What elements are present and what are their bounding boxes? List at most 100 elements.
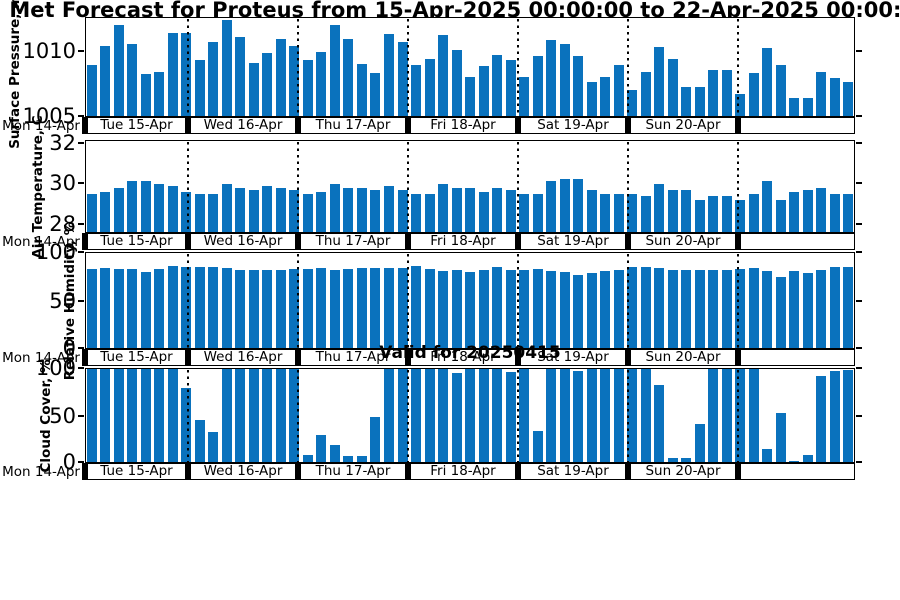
day-separator: [735, 117, 741, 134]
surface-pressure-bar: [194, 59, 205, 116]
surface-pressure-bar: [221, 19, 232, 116]
cloud-cover-bar: [681, 458, 692, 463]
relative-humidity-bar: [519, 269, 529, 348]
surface-pressure-bar: [181, 32, 192, 116]
surface-pressure-bar: [802, 97, 813, 116]
air-temperature-bar: [532, 193, 543, 232]
relative-humidity-bar: [640, 266, 651, 348]
surface-pressure-bar: [154, 71, 165, 116]
cloud-cover-bar: [397, 369, 408, 462]
surface-pressure-bar: [478, 66, 489, 116]
day-separator: [185, 117, 191, 134]
air-temperature-bar: [492, 187, 502, 232]
air-temperature-bar: [154, 183, 165, 232]
y-tick: [78, 367, 84, 369]
day-label: Thu 17-Apr: [315, 233, 391, 249]
surface-pressure-bar: [640, 71, 651, 116]
surface-pressure-bar: [451, 49, 462, 116]
air-temperature-bar: [694, 199, 705, 232]
relative-humidity-bar: [789, 271, 800, 348]
cloud-cover-bar: [465, 369, 475, 462]
day-boundary-line: [517, 370, 519, 462]
day-separator: [82, 117, 88, 134]
surface-pressure-bar: [721, 70, 732, 116]
air-temperature-bar: [275, 187, 286, 232]
air-temperature-bar: [370, 189, 381, 232]
air-temperature-bar: [113, 187, 124, 232]
cloud-cover-bar: [235, 369, 246, 462]
day-label: Thu 17-Apr: [315, 349, 391, 365]
surface-pressure-bar: [708, 70, 719, 116]
surface-pressure-bar: [86, 65, 97, 116]
cloud-cover-bar: [519, 369, 529, 462]
surface-pressure-bar: [302, 59, 313, 116]
surface-pressure-bar: [113, 24, 124, 116]
relative-humidity-bar: [316, 267, 327, 348]
surface-pressure-bar: [127, 44, 138, 116]
y-tick-label: 1005: [22, 103, 76, 128]
cloud-cover-bar: [559, 369, 570, 462]
air-temperature-bar: [829, 193, 840, 232]
day-label: Sun 20-Apr: [645, 349, 721, 365]
surface-pressure-bar: [289, 45, 300, 116]
day-boundary-line: [627, 254, 629, 348]
cloud-cover-bar: [289, 369, 300, 462]
y-tick: [856, 414, 862, 417]
relative-humidity-bar: [383, 267, 394, 348]
relative-humidity-bar: [289, 268, 300, 348]
y-tick-label: 50: [49, 403, 76, 428]
relative-humidity-bar: [154, 268, 165, 348]
surface-pressure-bar: [275, 39, 286, 116]
relative-humidity-bar: [235, 269, 246, 348]
day-boundary-line: [737, 254, 739, 348]
cloud-cover-bar: [356, 456, 367, 462]
surface-pressure-bar: [613, 65, 624, 116]
day-separator: [405, 349, 411, 366]
surface-pressure-bar: [397, 41, 408, 116]
cloud-cover-bar: [424, 369, 435, 462]
y-tick-label: 28: [49, 211, 76, 236]
air-temperature-bar: [748, 193, 759, 232]
cloud-cover-bar: [113, 369, 124, 462]
day-boundary-line: [187, 254, 189, 348]
day-separator: [625, 117, 631, 134]
day-separator: [625, 463, 631, 480]
relative-humidity-bar: [465, 272, 475, 348]
day-label: Sat 19-Apr: [537, 349, 609, 365]
cloud-cover-bar: [775, 412, 786, 462]
day-label: Fri 18-Apr: [430, 117, 496, 133]
cloud-cover-bar: [613, 369, 624, 462]
air-temperature-bar: [505, 189, 516, 232]
y-tick: [78, 182, 84, 185]
day-separator: [405, 233, 411, 250]
surface-pressure-bar: [843, 81, 854, 116]
day-separator: [295, 233, 301, 250]
surface-pressure-bar: [748, 72, 759, 116]
air-temperature-bar: [573, 179, 584, 232]
y-tick-label: 50: [49, 288, 76, 313]
relative-humidity-bar: [546, 271, 557, 348]
cloud-cover-bar: [654, 385, 665, 462]
y-tick: [78, 299, 84, 302]
day-boundary-line: [297, 254, 299, 348]
surface-pressure-bar: [424, 58, 435, 116]
day-separator: [185, 349, 191, 366]
surface-pressure-bar: [492, 54, 502, 116]
valid-for-label: Valid for 20250415: [379, 343, 561, 363]
y-tick-label: 100: [35, 356, 76, 380]
y-tick: [856, 461, 862, 463]
day-boundary-line: [187, 19, 189, 116]
day-separator: [185, 463, 191, 480]
air-temperature-bar: [167, 185, 178, 232]
day-label: Fri 18-Apr: [430, 463, 496, 479]
cloud-cover-bar: [370, 417, 381, 462]
air-temperature-bar: [208, 193, 219, 232]
relative-humidity-bar: [735, 268, 746, 348]
cloud-cover-bar: [275, 369, 286, 462]
cloud-cover-bar: [478, 369, 489, 462]
y-tick: [856, 367, 862, 369]
y-tick-label: 30: [49, 171, 76, 196]
day-label: Wed 16-Apr: [203, 463, 283, 479]
relative-humidity-bar: [370, 267, 381, 348]
surface-pressure-bar: [208, 41, 219, 116]
